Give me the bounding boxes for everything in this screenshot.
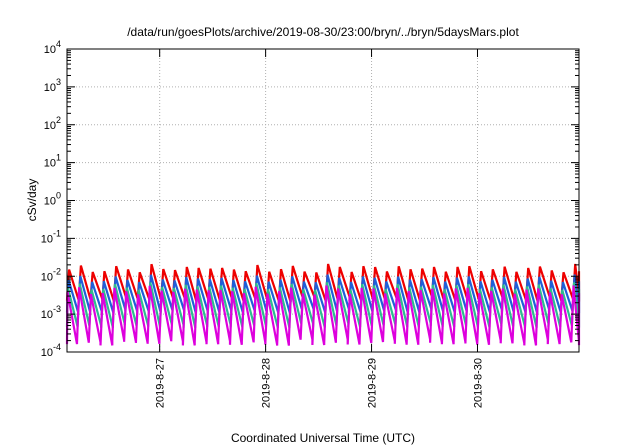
- y-tick-label: 10-3: [41, 304, 61, 321]
- y-tick-label: 10-4: [41, 342, 61, 359]
- x-tick-label: 2019-8-28: [261, 358, 273, 408]
- series-line: [65, 285, 581, 346]
- x-axis-label: Coordinated Universal Time (UTC): [231, 431, 415, 445]
- x-tick-label: 2019-8-30: [472, 358, 484, 408]
- y-tick-label: 10-2: [41, 266, 61, 283]
- y-axis-label: cSv/day: [25, 179, 39, 222]
- ticks: 10-4 10-3 10-2 10-1 100 101 102 103 104 2019-8-27…: [41, 39, 579, 408]
- y-tick-label: 104: [44, 39, 61, 56]
- x-tick-label: 2019-8-27: [155, 358, 167, 408]
- y-tick-label: 102: [44, 115, 61, 132]
- y-tick-label: 10-1: [41, 228, 61, 245]
- grid: [67, 49, 579, 352]
- y-tick-label: 101: [44, 153, 61, 170]
- series-layer: [65, 263, 581, 346]
- x-tick-label: 2019-8-29: [367, 358, 379, 408]
- y-tick-label: 103: [44, 77, 61, 94]
- chart-title: /data/run/goesPlots/archive/2019-08-30/2…: [127, 25, 519, 39]
- y-tick-label: 100: [44, 191, 61, 208]
